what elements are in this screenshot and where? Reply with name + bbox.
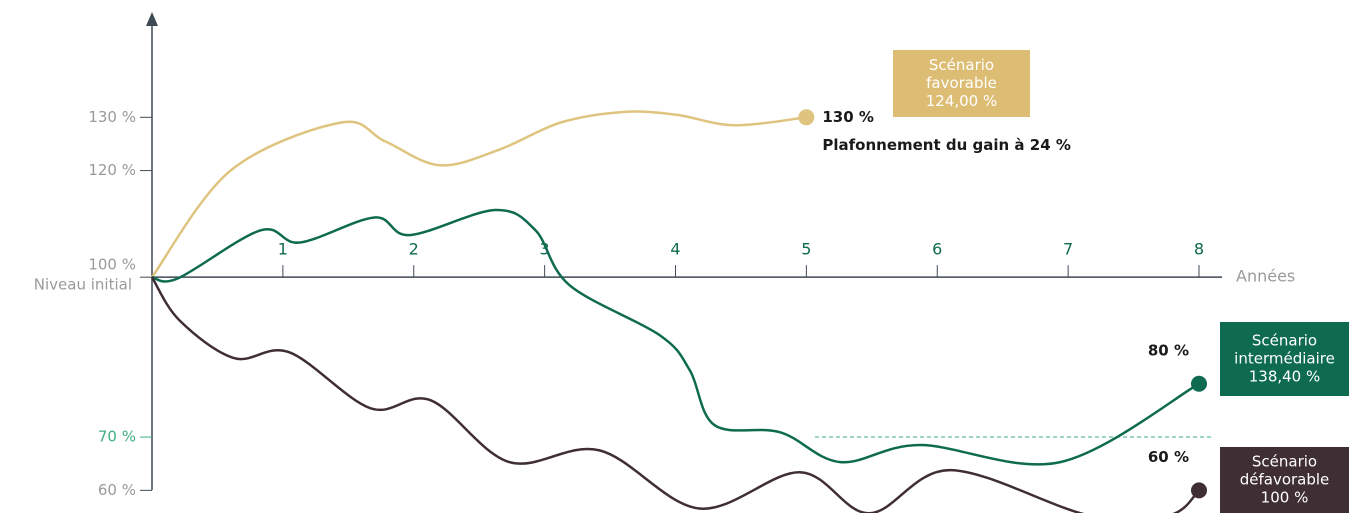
x-axis-label: Années bbox=[1236, 267, 1295, 286]
scenario-box bbox=[1220, 322, 1349, 396]
x-tick-label: 6 bbox=[932, 240, 942, 259]
end-label: 80 % bbox=[1148, 341, 1189, 359]
y-tick-label: 60 % bbox=[98, 481, 136, 499]
baseline-label: Niveau initial bbox=[34, 276, 132, 294]
x-tick-label: 1 bbox=[278, 240, 288, 259]
x-tick-label: 8 bbox=[1194, 240, 1204, 259]
x-tick-label: 5 bbox=[801, 240, 811, 259]
x-tick-label: 4 bbox=[670, 240, 680, 259]
end-point bbox=[798, 109, 815, 126]
scenario-box-text: intermédiaire bbox=[1234, 350, 1335, 368]
scenario-box-text: défavorable bbox=[1240, 471, 1330, 489]
y-tick-label: 100 % bbox=[88, 256, 136, 274]
scenario-box-text: 124,00 % bbox=[926, 92, 998, 110]
scenario-box-text: 138,40 % bbox=[1249, 368, 1321, 386]
scenario-box-text: 100 % bbox=[1261, 489, 1309, 507]
end-point bbox=[1191, 482, 1207, 499]
series-line bbox=[151, 208, 1200, 466]
series-line bbox=[150, 110, 807, 278]
y-tick-label: 130 % bbox=[88, 108, 136, 126]
y-tick-label: 70 % bbox=[98, 428, 136, 446]
x-tick-label: 2 bbox=[409, 240, 419, 259]
x-tick-label: 3 bbox=[540, 240, 550, 259]
scenario-box bbox=[1220, 447, 1349, 513]
scenario-box-text: favorable bbox=[926, 74, 997, 92]
y-axis-arrow bbox=[146, 12, 158, 26]
series-line bbox=[150, 276, 1200, 513]
scenario-box bbox=[893, 50, 1030, 117]
x-tick-label: 7 bbox=[1063, 240, 1073, 259]
y-tick-label: 120 % bbox=[88, 161, 136, 179]
cap-note: Plafonnement du gain à 24 % bbox=[822, 136, 1071, 154]
end-label: 60 % bbox=[1148, 448, 1189, 466]
end-point bbox=[1191, 375, 1207, 392]
scenario-box-text: Scénario bbox=[1252, 453, 1317, 471]
end-label: 130 % bbox=[822, 108, 874, 126]
scenario-box-text: Scénario bbox=[929, 56, 994, 74]
scenario-box-text: Scénario bbox=[1252, 332, 1317, 350]
